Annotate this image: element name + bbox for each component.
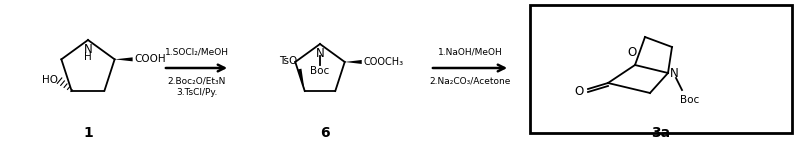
- Text: O: O: [574, 85, 584, 98]
- Polygon shape: [298, 69, 305, 91]
- Text: Boc: Boc: [680, 95, 700, 105]
- Text: HO: HO: [42, 75, 58, 85]
- Text: 2.Na₂CO₃/Acetone: 2.Na₂CO₃/Acetone: [430, 76, 510, 85]
- Text: 2.Boc₂O/Et₃N: 2.Boc₂O/Et₃N: [167, 76, 226, 85]
- Text: 3a: 3a: [651, 126, 670, 140]
- Text: TsO: TsO: [279, 56, 298, 66]
- Text: N: N: [316, 47, 324, 60]
- Text: Boc: Boc: [310, 66, 330, 76]
- Polygon shape: [345, 60, 362, 64]
- Polygon shape: [114, 57, 133, 61]
- Text: 1: 1: [83, 126, 93, 140]
- Text: H: H: [84, 52, 92, 62]
- Text: N: N: [84, 43, 92, 56]
- Text: 3.TsCl/Py.: 3.TsCl/Py.: [176, 88, 217, 97]
- Text: N: N: [670, 66, 678, 79]
- Bar: [530, 5, 792, 133]
- Text: 6: 6: [320, 126, 330, 140]
- Text: 1.SOCl₂/MeOH: 1.SOCl₂/MeOH: [165, 47, 229, 56]
- Text: COOCH₃: COOCH₃: [364, 57, 404, 67]
- Text: O: O: [627, 46, 637, 59]
- Text: 1.NaOH/MeOH: 1.NaOH/MeOH: [438, 47, 502, 56]
- Text: COOH: COOH: [134, 54, 166, 64]
